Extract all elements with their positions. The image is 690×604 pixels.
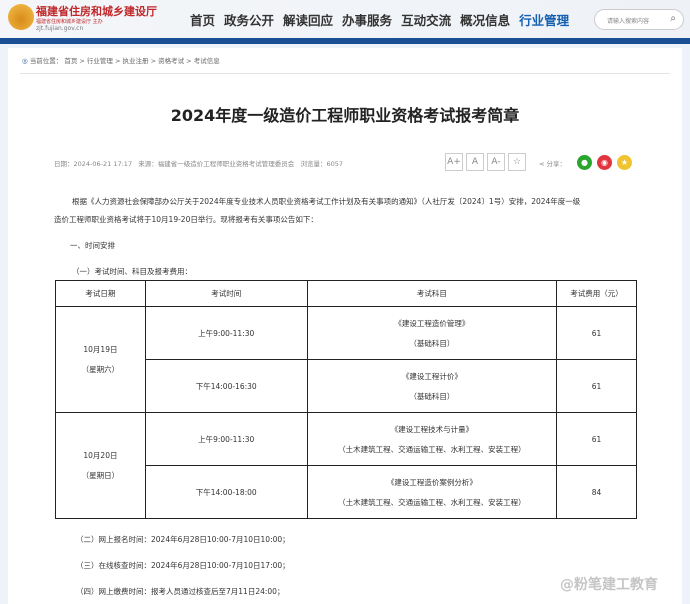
exam-subject: 《建设工程计价》 （基础科目） xyxy=(306,359,558,413)
logo-url: zjt.fujian.gov.cn xyxy=(36,25,84,32)
exam-time: 下午14:00-18:00 xyxy=(144,465,308,519)
font-decrease-button[interactable]: A- xyxy=(487,153,505,171)
wechat-icon[interactable]: ● xyxy=(577,155,592,170)
logo-subtitle: 福建省住房和城乡建设厅 主办 xyxy=(36,19,103,25)
col-header: 考试费用（元） xyxy=(556,280,637,307)
table-row: 下午14:00-16:30 《建设工程计价》 （基础科目） 61 xyxy=(56,359,637,413)
exam-fee: 61 xyxy=(556,412,637,466)
exam-time: 上午9:00-11:30 xyxy=(144,306,308,360)
location-icon: ◎ xyxy=(22,57,28,65)
col-header: 考试科目 xyxy=(306,280,558,307)
verification-time: （三）在线核查时间：2024年6月28日10:00-7月10日17:00； xyxy=(76,561,290,570)
share-label: 分享： xyxy=(546,160,567,168)
search-placeholder: 请输入搜索内容 xyxy=(607,18,650,25)
exam-time: 上午9:00-11:30 xyxy=(144,412,308,466)
payment-time: （四）网上缴费时间：报考人员通过核查后至7月11日24:00； xyxy=(76,587,285,596)
logo-emblem-icon xyxy=(8,4,34,30)
article-meta: 日期：2024-06-21 17:17 来源：福建省一级造价工程师职业资格考试管… xyxy=(54,158,343,168)
section-heading: 一、时间安排 xyxy=(70,241,115,250)
page-title: 2024年度一级造价工程师职业资格考试报考简章 xyxy=(170,106,520,125)
intro-line-1: 根据《人力资源社会保障部办公厅关于2024年度专业技术人员职业资格考试工作计划及… xyxy=(72,197,581,206)
nav-home[interactable]: 首页 xyxy=(190,13,216,28)
breadcrumb-item[interactable]: 行业管理 xyxy=(86,57,113,65)
exam-time: 下午14:00-16:30 xyxy=(144,359,308,413)
breadcrumb: ◎ 当前位置： 首页 > 行业管理 > 执业注册 > 资格考试 > 考试信息 xyxy=(22,57,220,65)
nav-interaction[interactable]: 互动交流 xyxy=(401,13,452,28)
view-count: 浏览量：6057 xyxy=(300,160,344,168)
nav-services[interactable]: 办事服务 xyxy=(342,13,393,28)
nav-overview[interactable]: 概况信息 xyxy=(460,13,511,28)
breadcrumb-item[interactable]: 考试信息 xyxy=(193,57,220,65)
exam-schedule-table: 考试日期 考试时间 考试科目 考试费用（元） 10月19日 （星期六） 上午9:0… xyxy=(55,280,637,519)
exam-fee: 84 xyxy=(556,465,637,519)
font-increase-button[interactable]: A+ xyxy=(445,153,463,171)
intro-line-2: 造价工程师职业资格考试将于10月19-20日举行。现将报考有关事项公告如下： xyxy=(54,215,318,224)
divider xyxy=(20,73,670,74)
logo-title: 福建省住房和城乡建设厅 xyxy=(36,5,157,18)
exam-fee: 61 xyxy=(556,359,637,413)
table-row: 10月20日 （星期日） 上午9:00-11:30 《建设工程技术与计量》 （土木建… xyxy=(55,412,637,519)
registration-time: （二）网上报名时间：2024年6月28日10:00-7月10日10:00； xyxy=(76,535,290,544)
exam-subject: 《建设工程技术与计量》 （土木建筑工程、交通运输工程、水利工程、安装工程） xyxy=(306,412,558,466)
qzone-star-icon[interactable]: ★ xyxy=(617,155,632,170)
publish-date: 日期：2024-06-21 17:17 xyxy=(54,160,133,168)
header-bar xyxy=(0,38,690,44)
main-nav: 首页 政务公开 解读回应 办事服务 互动交流 概况信息 行业管理 xyxy=(190,10,569,29)
breadcrumb-item[interactable]: 资格考试 xyxy=(158,57,185,65)
nav-gov-affairs[interactable]: 政务公开 xyxy=(224,13,275,28)
font-reset-button[interactable]: A xyxy=(466,153,484,171)
table-row: 10月19日 （星期六） 上午9:00-11:30 《建设工程造价管理》 （基础科目… xyxy=(55,306,637,413)
col-header: 考试时间 xyxy=(144,280,308,307)
share-icon: ⋖ xyxy=(539,160,545,168)
sub-heading: （一）考试时间、科目及报考费用： xyxy=(72,267,192,276)
breadcrumb-item[interactable]: 首页 xyxy=(64,57,78,65)
breadcrumb-item[interactable]: 执业注册 xyxy=(122,57,149,65)
exam-date: 10月19日 （星期六） xyxy=(55,306,146,413)
search-icon[interactable]: ⌕ xyxy=(670,13,676,24)
weibo-icon[interactable]: ◉ xyxy=(597,155,612,170)
nav-interpretation[interactable]: 解读回应 xyxy=(283,13,334,28)
table-row: 下午14:00-18:00 《建设工程造价案例分析》 （土木建筑工程、交通运输工程… xyxy=(56,465,637,519)
favorite-star-icon[interactable]: ☆ xyxy=(508,153,526,171)
share: ⋖ 分享： xyxy=(539,158,566,168)
exam-fee: 61 xyxy=(556,306,637,360)
font-tools: A+ A A- ☆ xyxy=(445,153,526,171)
exam-subject: 《建设工程造价管理》 （基础科目） xyxy=(306,306,558,360)
site-header: 福建省住房和城乡建设厅 福建省住房和城乡建设厅 主办 zjt.fujian.go… xyxy=(0,0,690,38)
breadcrumb-label: 当前位置： xyxy=(29,57,63,65)
search-input[interactable]: 请输入搜索内容 ⌕ xyxy=(594,9,684,30)
watermark: @粉笔建工教育 xyxy=(560,577,658,593)
nav-industry[interactable]: 行业管理 xyxy=(519,13,570,28)
col-header: 考试日期 xyxy=(55,280,146,307)
exam-date: 10月20日 （星期日） xyxy=(55,412,146,519)
source: 来源：福建省一级造价工程师职业资格考试管理委员会 xyxy=(138,160,295,168)
exam-subject: 《建设工程造价案例分析》 （土木建筑工程、交通运输工程、水利工程、安装工程） xyxy=(306,465,558,519)
